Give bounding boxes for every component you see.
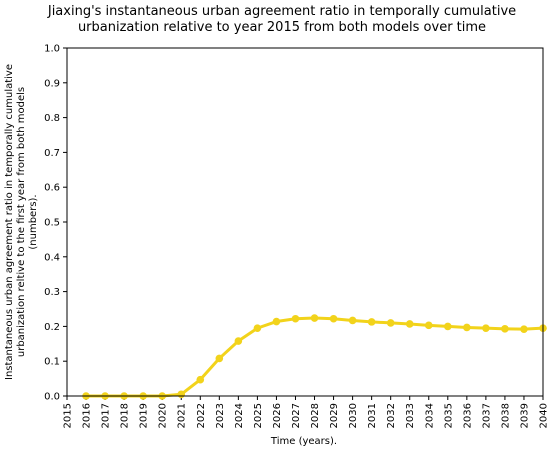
- y-axis-title: Instantaneous urban agreement ratio in t…: [4, 64, 39, 380]
- x-tick-label: 2031: [367, 403, 378, 428]
- x-axis-label: Time (years).: [270, 436, 337, 447]
- y-tick-label: 0.5: [44, 218, 60, 229]
- data-point: [310, 314, 319, 322]
- data-point: [196, 375, 205, 384]
- data-point: [215, 354, 224, 363]
- x-tick-label: 2015: [63, 403, 74, 428]
- y-tick-label: 0.7: [44, 148, 60, 159]
- data-point: [348, 316, 357, 325]
- x-tick-label: 2022: [196, 403, 207, 428]
- plot-area: 0.0 0.1 0.2 0.3 0.4 0.5 0.6 0.7 0.8 0.9 1.0 2015 201…: [44, 44, 549, 429]
- y-tick-label: 0.0: [44, 392, 60, 403]
- x-tick-label: 2032: [386, 403, 397, 428]
- y-tick-label: 0.3: [44, 287, 60, 298]
- x-tick-label: 2029: [329, 403, 340, 428]
- x-tick-label: 2021: [177, 403, 188, 428]
- x-tick-label: 2036: [462, 403, 473, 428]
- x-tick-label: 2023: [215, 403, 226, 428]
- chart-title-line-2: urbanization relative to year 2015 from …: [78, 20, 486, 35]
- chart-title-line-1: Jiaxing's instantaneous urban agreement …: [47, 4, 516, 19]
- data-point: [234, 337, 243, 345]
- data-point: [482, 324, 490, 332]
- data-point: [520, 325, 528, 333]
- y-tick-label: 0.6: [44, 183, 60, 194]
- x-tick-label: 2037: [481, 403, 492, 428]
- x-tick-label: 2038: [500, 403, 511, 428]
- x-tick-label: 2019: [139, 403, 150, 428]
- data-point: [253, 324, 262, 332]
- x-tick-label: 2039: [519, 403, 530, 428]
- data-point: [367, 318, 376, 326]
- y-tick-label: 1.0: [44, 44, 60, 55]
- x-tick-label: 2020: [158, 403, 169, 428]
- x-tick-label: 2016: [82, 403, 93, 428]
- x-tick-label: 2018: [120, 403, 131, 428]
- x-tick-label: 2040: [539, 403, 550, 428]
- data-point: [405, 320, 414, 328]
- data-point: [424, 321, 433, 330]
- x-tick-label: 2027: [291, 403, 302, 428]
- axes-frame: [66, 47, 544, 397]
- x-tick-label: 2028: [310, 403, 321, 428]
- x-tick-label: 2024: [234, 403, 245, 428]
- y-tick-label: 0.9: [44, 78, 60, 89]
- x-tick-label: 2033: [405, 403, 416, 428]
- x-tick-label: 2025: [253, 403, 264, 428]
- y-tick-label: 0.4: [44, 252, 60, 263]
- y-axis-label-line-3: (numbers).: [28, 194, 39, 249]
- y-tick-label: 0.2: [44, 322, 60, 333]
- y-tick-label: 0.1: [44, 357, 60, 368]
- data-point: [291, 314, 300, 323]
- x-tick-label: 2035: [443, 403, 454, 428]
- x-tick-label: 2026: [272, 403, 283, 428]
- x-tick-label: 2034: [424, 403, 435, 428]
- data-point: [386, 319, 395, 327]
- y-tick-label: 0.8: [44, 113, 60, 124]
- y-axis-label-line-1: Instantaneous urban agreement ratio in t…: [4, 64, 15, 380]
- chart-title: Jiaxing's instantaneous urban agreement …: [47, 4, 516, 35]
- data-point: [444, 322, 452, 331]
- y-axis-label-line-2: urbanization reltive to the first year f…: [16, 87, 27, 357]
- data-point: [329, 314, 338, 323]
- data-point: [177, 390, 186, 399]
- x-tick-label: 2017: [101, 403, 112, 428]
- data-point: [501, 325, 509, 333]
- data-point: [463, 323, 471, 332]
- x-tick-label: 2030: [348, 403, 359, 428]
- series-line: [84, 316, 545, 398]
- data-point: [272, 317, 281, 326]
